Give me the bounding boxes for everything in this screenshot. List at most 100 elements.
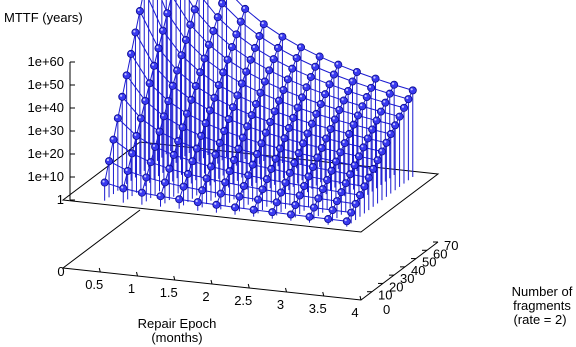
data-point	[317, 143, 326, 152]
data-point-highlight	[357, 192, 360, 196]
data-point-highlight	[259, 141, 262, 144]
data-point	[179, 182, 188, 191]
data-point-highlight	[167, 166, 170, 169]
data-point	[351, 199, 360, 208]
data-point-highlight	[336, 62, 339, 65]
data-point	[235, 192, 244, 201]
data-point	[105, 157, 114, 166]
data-point	[256, 88, 265, 97]
data-point-highlight	[179, 53, 182, 56]
data-point	[255, 32, 264, 41]
data-point	[311, 62, 320, 71]
data-point	[279, 86, 288, 95]
data-point-highlight	[241, 183, 244, 187]
data-point	[265, 66, 274, 75]
data-point-highlight	[397, 114, 400, 117]
data-point	[227, 43, 236, 52]
data-point	[315, 52, 324, 61]
data-point	[214, 81, 223, 90]
data-point-highlight	[392, 123, 396, 126]
data-point-highlight	[215, 14, 218, 18]
surface-line-fixed-epoch	[253, 56, 321, 210]
data-point-highlight	[317, 54, 320, 57]
data-point-highlight	[332, 117, 335, 120]
data-point-highlight	[242, 6, 246, 9]
data-point-highlight	[375, 157, 378, 161]
data-point-highlight	[124, 73, 127, 76]
data-point-highlight	[234, 32, 237, 35]
data-point	[131, 28, 140, 37]
data-point	[181, 35, 190, 44]
data-point	[312, 109, 321, 118]
data-point-highlight	[248, 57, 251, 60]
data-point	[369, 164, 378, 173]
data-point	[386, 130, 395, 139]
data-point	[155, 127, 164, 136]
data-point	[223, 55, 232, 64]
x-tick-label: 1.5	[160, 285, 178, 300]
data-point-highlight	[230, 105, 233, 108]
data-point-highlight	[387, 91, 390, 94]
data-point	[283, 75, 292, 84]
data-point	[219, 68, 228, 77]
data-point	[231, 203, 240, 212]
data-point	[367, 83, 376, 92]
data-point	[146, 158, 155, 167]
data-point-highlight	[137, 8, 140, 12]
data-point-highlight	[370, 166, 374, 169]
data-point-highlight	[344, 219, 347, 222]
data-point-highlight	[240, 135, 243, 138]
data-point-highlight	[225, 57, 228, 60]
data-point	[305, 212, 314, 221]
data-point-highlight	[318, 101, 321, 105]
data-point-highlight	[353, 201, 356, 204]
data-point	[221, 178, 230, 187]
data-point	[249, 205, 258, 214]
data-point-highlight	[350, 79, 353, 82]
x-tick-mark	[98, 267, 101, 273]
data-point	[177, 51, 186, 60]
data-point	[354, 152, 363, 161]
data-point-highlight	[297, 193, 300, 196]
data-point-highlight	[287, 170, 290, 173]
data-point-highlight	[298, 45, 302, 48]
data-point-highlight	[351, 122, 354, 125]
data-point	[313, 153, 322, 162]
data-point-highlight	[264, 176, 267, 180]
data-point	[358, 102, 367, 111]
data-point	[373, 156, 382, 165]
surface-line-fixed-epoch	[346, 90, 414, 222]
data-point-highlight	[296, 150, 299, 154]
data-point-highlight	[306, 174, 309, 177]
data-point	[128, 149, 137, 158]
data-point	[151, 142, 160, 151]
data-point-highlight	[236, 146, 239, 149]
data-point-highlight	[189, 97, 192, 100]
data-point	[306, 72, 315, 81]
data-point-highlight	[278, 190, 282, 193]
y-tick-label: 70	[444, 238, 458, 253]
data-point-highlight	[148, 159, 151, 163]
data-point-highlight	[311, 205, 314, 208]
z-tick-label: 1e+20	[27, 146, 64, 161]
data-point-highlight	[235, 93, 238, 96]
data-point	[262, 175, 271, 184]
z-tick-label: 1e+50	[27, 77, 64, 92]
data-point	[123, 166, 132, 175]
data-point-highlight	[275, 45, 278, 48]
y-tick-label: 40	[411, 263, 425, 278]
z-tick-label: 1	[57, 192, 64, 207]
data-point	[150, 61, 159, 70]
data-point-highlight	[314, 111, 317, 114]
data-point-highlight	[364, 94, 367, 98]
data-point-highlight	[197, 70, 201, 73]
data-point	[178, 123, 187, 132]
data-point-highlight	[291, 115, 294, 118]
data-point-highlight	[307, 214, 310, 217]
data-point	[341, 179, 350, 188]
data-point-highlight	[204, 176, 207, 179]
x-tick-label: 2.5	[234, 293, 252, 308]
surface-line-fixed-epoch	[104, 0, 143, 183]
data-point-highlight	[254, 151, 258, 155]
data-point-highlight	[410, 88, 413, 91]
